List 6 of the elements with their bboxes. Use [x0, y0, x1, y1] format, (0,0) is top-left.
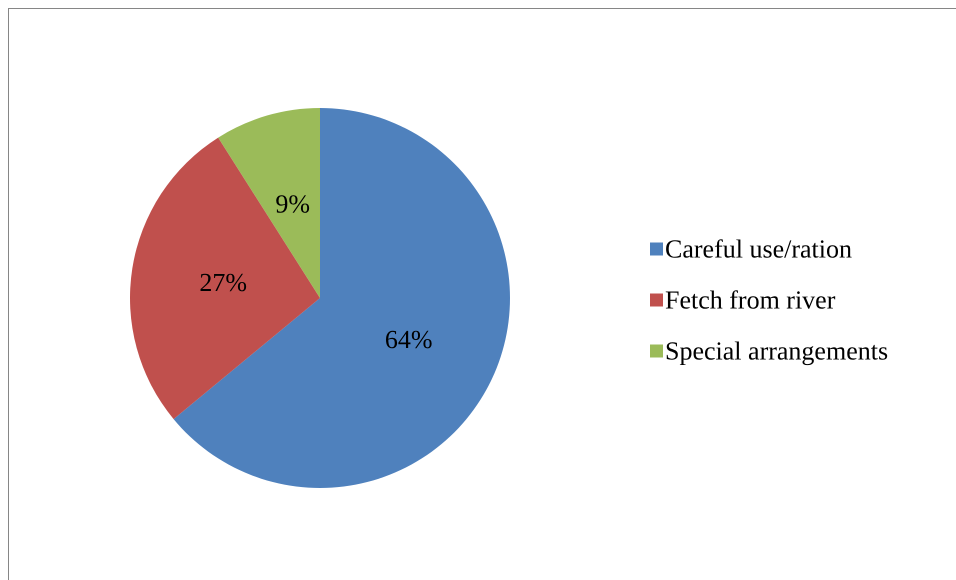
legend-label: Careful use/ration [665, 234, 852, 264]
data-label: 64% [384, 325, 433, 354]
legend-label: Fetch from river [665, 286, 836, 314]
legend-label: Special arrangements [665, 336, 888, 366]
data-label: 27% [199, 268, 248, 298]
data-label: 9% [275, 189, 310, 218]
